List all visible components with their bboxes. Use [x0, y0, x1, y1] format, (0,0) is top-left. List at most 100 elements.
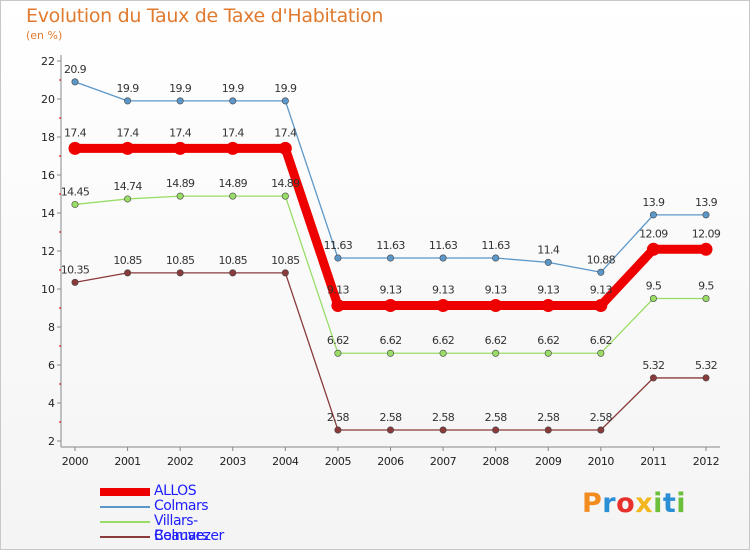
- data-label-allos: 9.13: [537, 284, 560, 297]
- data-label-beauvezer: 2.58: [590, 411, 613, 424]
- data-point-villars-colmars: [71, 200, 79, 208]
- data-point-colmars: [71, 78, 79, 86]
- data-label-villars-colmars: 14.89: [166, 177, 195, 190]
- chart-subtitle: (en %): [26, 29, 63, 42]
- x-tick-label: 2002: [167, 455, 193, 468]
- data-label-beauvezer: 5.32: [695, 359, 717, 372]
- data-label-villars-colmars: 14.74: [113, 180, 142, 193]
- logo-letter: x: [635, 488, 654, 519]
- logo-letter: i: [653, 488, 663, 519]
- data-label-colmars: 11.4: [537, 243, 560, 256]
- data-point-beauvezer: [544, 426, 552, 434]
- data-point-allos: [226, 141, 240, 155]
- data-point-beauvezer: [71, 278, 79, 286]
- x-tick-label: 2011: [640, 455, 666, 468]
- x-tick-label: 2012: [693, 455, 719, 468]
- data-label-allos: 17.4: [274, 126, 297, 139]
- data-label-villars-colmars: 6.62: [537, 334, 559, 347]
- y-tick-label: 22: [41, 55, 55, 68]
- data-point-allos: [699, 242, 713, 256]
- data-point-allos: [331, 299, 345, 313]
- data-point-beauvezer: [229, 269, 237, 277]
- data-point-beauvezer: [386, 426, 394, 434]
- data-point-beauvezer: [176, 269, 184, 277]
- y-tick-label: 12: [41, 245, 55, 258]
- data-point-colmars: [334, 254, 342, 262]
- proxiti-logo: Proxiti: [582, 488, 686, 519]
- y-tick-label: 18: [41, 131, 55, 144]
- x-tick-label: 2000: [62, 455, 89, 468]
- data-point-villars-colmars: [597, 349, 605, 357]
- data-label-beauvezer: 2.58: [327, 411, 350, 424]
- data-label-beauvezer: 10.85: [113, 254, 142, 267]
- data-point-villars-colmars: [702, 294, 710, 302]
- data-label-villars-colmars: 14.45: [61, 185, 90, 198]
- data-label-allos: 9.13: [485, 284, 508, 297]
- data-point-beauvezer: [439, 426, 447, 434]
- data-point-colmars: [649, 211, 657, 219]
- data-label-colmars: 20.9: [64, 63, 87, 76]
- legend-label-allos: ALLOS: [154, 483, 197, 499]
- data-point-colmars: [702, 211, 710, 219]
- x-tick-label: 2010: [588, 455, 615, 468]
- data-label-villars-colmars: 14.89: [219, 177, 248, 190]
- data-point-beauvezer: [124, 269, 132, 277]
- data-point-villars-colmars: [281, 192, 289, 200]
- data-label-villars-colmars: 6.62: [327, 334, 349, 347]
- data-label-allos: 17.4: [64, 126, 87, 139]
- data-point-beauvezer: [649, 374, 657, 382]
- logo-letter: P: [582, 488, 603, 519]
- data-label-beauvezer: 2.58: [379, 411, 402, 424]
- data-label-colmars: 19.9: [222, 82, 245, 95]
- data-label-colmars: 11.63: [376, 239, 405, 252]
- logo-letter: t: [662, 488, 677, 519]
- x-tick-label: 2004: [272, 455, 299, 468]
- data-label-beauvezer: 10.85: [271, 254, 300, 267]
- data-point-colmars: [281, 97, 289, 105]
- data-point-allos: [121, 141, 135, 155]
- logo-letter: i: [676, 488, 687, 519]
- data-point-colmars: [439, 254, 447, 262]
- y-tick-label: 2: [48, 435, 55, 448]
- data-label-villars-colmars: 9.5: [698, 280, 714, 293]
- series-layer: [68, 78, 713, 434]
- data-label-allos: 9.13: [432, 284, 455, 297]
- data-label-villars-colmars: 6.62: [485, 334, 507, 347]
- y-tick-label: 8: [48, 321, 55, 334]
- data-point-colmars: [229, 97, 237, 105]
- data-label-villars-colmars: 9.5: [646, 280, 662, 293]
- legend-label-villars-colmars: Villars-Colmars: [154, 513, 209, 544]
- data-point-allos: [173, 141, 187, 155]
- data-point-allos: [541, 299, 555, 313]
- data-label-beauvezer: 2.58: [432, 411, 455, 424]
- data-point-allos: [278, 141, 292, 155]
- data-point-villars-colmars: [229, 192, 237, 200]
- data-label-allos: 12.09: [692, 227, 721, 240]
- data-label-beauvezer: 2.58: [537, 411, 560, 424]
- data-labels-layer: 17.4 17.4 17.4 17.4 17.4 9.13 9.13 9.13 9.13 9.13…: [61, 63, 722, 424]
- y-tick-label: 6: [48, 359, 55, 372]
- data-label-villars-colmars: 14.89: [271, 177, 300, 190]
- data-label-colmars: 13.9: [695, 196, 718, 209]
- data-point-beauvezer: [334, 426, 342, 434]
- data-label-allos: 12.09: [639, 227, 668, 240]
- data-point-colmars: [597, 268, 605, 276]
- y-tick-label: 4: [48, 397, 55, 410]
- legend-swatch-beauvezer: [100, 536, 150, 538]
- data-label-villars-colmars: 6.62: [379, 334, 401, 347]
- data-label-beauvezer: 10.35: [61, 263, 90, 276]
- data-label-colmars: 19.9: [117, 82, 140, 95]
- data-point-villars-colmars: [334, 349, 342, 357]
- data-point-villars-colmars: [124, 195, 132, 203]
- x-tick-label: 2001: [114, 455, 140, 468]
- data-label-colmars: 11.63: [324, 239, 353, 252]
- x-tick-label: 2006: [377, 455, 404, 468]
- data-point-allos: [68, 141, 82, 155]
- data-label-colmars: 11.63: [481, 239, 510, 252]
- legend-swatch-colmars: [100, 506, 150, 508]
- data-point-villars-colmars: [439, 349, 447, 357]
- legend-swatch-villars-colmars: [100, 521, 150, 523]
- data-point-colmars: [386, 254, 394, 262]
- axes: 2 4 6 8 10 12 14 16 18 20 22 2000 2001 2002 2003 2004 20…: [41, 55, 720, 468]
- y-tick-label: 16: [41, 169, 55, 182]
